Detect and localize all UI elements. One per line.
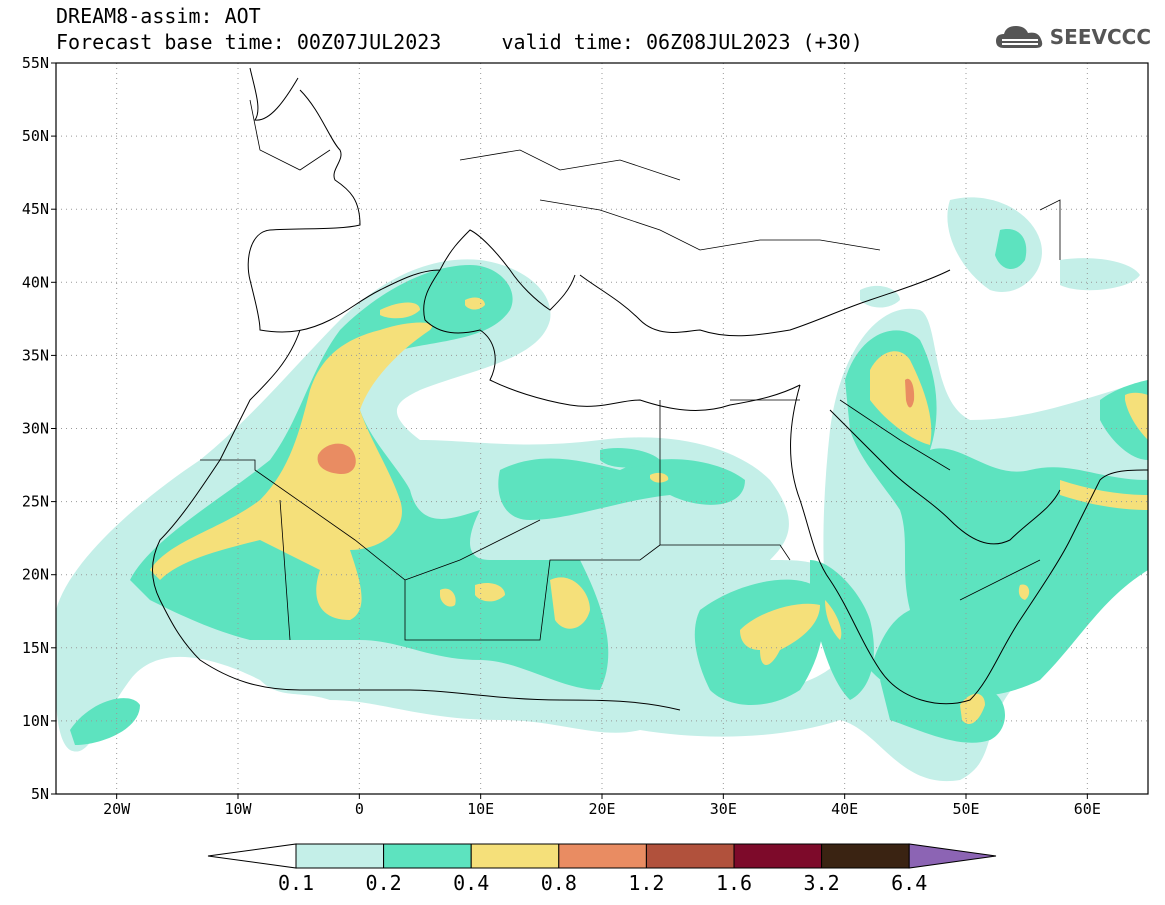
lat-tick-label: 30N [22, 420, 49, 438]
map-gridlines [56, 63, 1148, 794]
map-subtitle: Forecast base time: 00Z07JUL2023 valid t… [56, 30, 863, 54]
colorbar-label: 0.2 [366, 871, 402, 895]
lon-tick-label: 0 [355, 800, 364, 818]
lat-tick-label: 10N [22, 712, 49, 730]
colorbar-label: 1.2 [628, 871, 664, 895]
lat-tick-label: 50N [22, 127, 49, 145]
colorbar-swatch [470, 843, 560, 869]
latitude-axis: 55N 50N 45N 40N 35N 30N 25N 20N 15N 10N 5N [22, 54, 56, 803]
colorbar-label: 0.1 [278, 871, 314, 895]
colorbar: 0.1 0.2 0.4 0.8 1.2 1.6 3.2 6.4 [207, 843, 997, 895]
seevccc-logo: SEEVCCC [994, 22, 1151, 52]
lon-tick-label: 50E [952, 800, 979, 818]
coastlines [152, 67, 1148, 711]
colorbar-label: 6.4 [891, 871, 927, 895]
lat-tick-label: 15N [22, 639, 49, 657]
colorbar-label: 0.4 [453, 871, 489, 895]
colorbar-label: 0.8 [541, 871, 577, 895]
colorbar-swatch [733, 843, 823, 869]
lon-tick-label: 10W [224, 800, 252, 818]
lon-tick-label: 40E [831, 800, 858, 818]
lat-tick-label: 35N [22, 346, 49, 364]
colorbar-swatch [295, 843, 385, 869]
lat-tick-label: 20N [22, 566, 49, 584]
lon-tick-label: 20W [103, 800, 131, 818]
colorbar-over-arrow [908, 843, 997, 869]
colorbar-label: 1.6 [716, 871, 752, 895]
lat-tick-label: 25N [22, 493, 49, 511]
lon-tick-label: 10E [467, 800, 494, 818]
lon-tick-label: 20E [588, 800, 615, 818]
longitude-axis: 20W 10W 0 10E 20E 30E 40E 50E 60E [103, 794, 1101, 818]
lat-tick-label: 5N [31, 785, 49, 803]
country-borders [200, 99, 1061, 641]
colorbar-label: 3.2 [804, 871, 840, 895]
lon-tick-label: 60E [1074, 800, 1101, 818]
colorbar-swatch [558, 843, 647, 869]
aot-field-0-8-to-1-2 [317, 378, 915, 475]
lat-tick-label: 40N [22, 273, 49, 291]
colorbar-swatch [645, 843, 735, 869]
lat-tick-label: 55N [22, 54, 49, 72]
colorbar-swatch [821, 843, 910, 869]
logo-text: SEEVCCC [1049, 25, 1151, 49]
colorbar-swatch [383, 843, 472, 869]
map-title: DREAM8-assim: AOT [56, 4, 261, 28]
lat-tick-label: 45N [22, 200, 49, 218]
colorbar-under-arrow [207, 843, 297, 869]
lon-tick-label: 30E [710, 800, 737, 818]
cloud-icon [995, 26, 1042, 48]
